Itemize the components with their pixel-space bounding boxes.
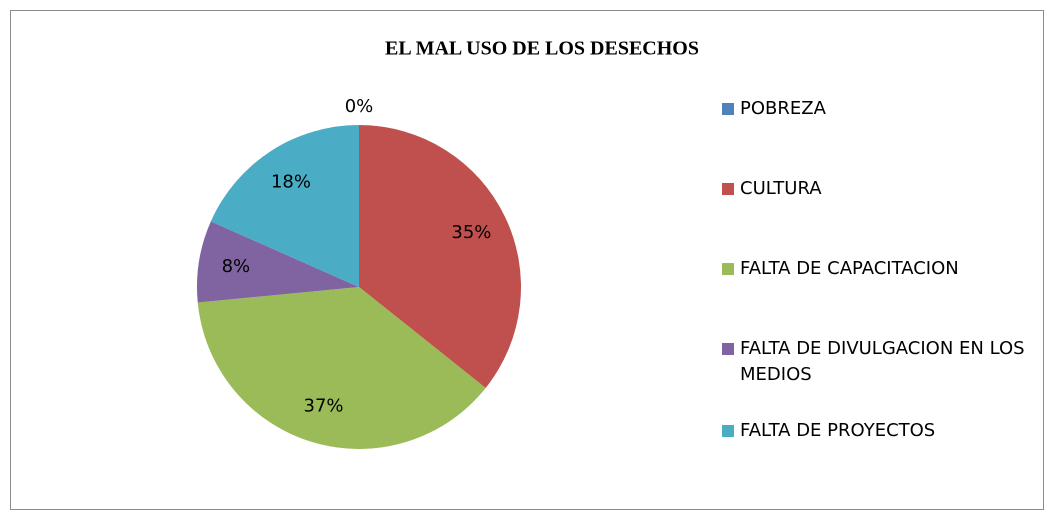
data-label: 18%: [271, 171, 311, 192]
data-label: 37%: [304, 396, 344, 417]
legend-label: POBREZA: [740, 98, 826, 119]
chart-title: EL MAL USO DE LOS DESECHOS: [385, 38, 699, 60]
legend-item: POBREZA: [722, 96, 1030, 122]
legend-item: CULTURA: [722, 176, 1030, 202]
data-label: 0%: [345, 96, 374, 117]
pie-slice: [359, 125, 521, 389]
legend-swatch: [722, 263, 734, 275]
chart: EL MAL USO DE LOS DESECHOS 0% 35% 37% 8% 18%: [196, 38, 699, 449]
legend-swatch: [722, 103, 734, 115]
legend-item: FALTA DE PROYECTOS: [722, 418, 1030, 444]
pie-slice: [196, 221, 359, 303]
data-label: 35%: [451, 222, 491, 243]
legend-item: FALTA DE CAPACITACION: [722, 256, 1030, 282]
legend-label: FALTA DE PROYECTOS: [740, 420, 936, 441]
data-label: 8%: [222, 256, 251, 277]
legend-item: FALTA DE DIVULGACION EN LOS MEDIOS: [722, 336, 1030, 388]
legend-swatch: [722, 343, 734, 355]
legend-label: FALTA DE CAPACITACION: [740, 258, 959, 279]
pie-slice: [210, 125, 359, 287]
legend-label: CULTURA: [740, 178, 822, 199]
legend-swatch: [722, 425, 734, 437]
legend-label: FALTA DE DIVULGACION EN LOS MEDIOS: [740, 338, 1025, 385]
legend-swatch: [722, 183, 734, 195]
pie-slice: [197, 287, 486, 449]
